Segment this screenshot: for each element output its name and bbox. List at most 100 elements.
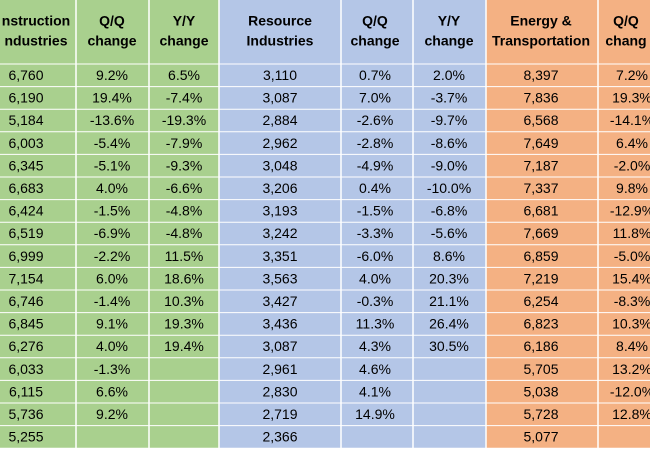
cell-value: 4.6% bbox=[359, 361, 391, 377]
cell-value: 2,719 bbox=[262, 406, 297, 422]
cell-value: 6.0% bbox=[96, 270, 128, 286]
cell-value: 7,154 bbox=[8, 270, 43, 286]
cell-value: -9.3% bbox=[166, 157, 203, 173]
cell-value: 0.7% bbox=[359, 67, 391, 83]
column-header: Industries bbox=[247, 33, 314, 49]
cell-value: 11.8% bbox=[613, 225, 650, 241]
cell-value: -0.3% bbox=[357, 293, 394, 309]
cell-value: 4.0% bbox=[96, 338, 128, 354]
column-fill bbox=[219, 0, 341, 449]
cell-value: 21.1% bbox=[429, 293, 469, 309]
cell-value: 3,110 bbox=[263, 67, 297, 83]
cell-value: 6,254 bbox=[523, 293, 558, 309]
cell-value: 19.4% bbox=[92, 90, 132, 106]
column-header: Q/Q bbox=[362, 13, 388, 29]
cell-value: -2.8% bbox=[357, 135, 394, 151]
cell-value: -9.7% bbox=[431, 112, 468, 128]
cell-value: 7,669 bbox=[523, 225, 558, 241]
cell-value: 5,255 bbox=[8, 429, 43, 445]
cell-value: 6.4% bbox=[616, 135, 648, 151]
column-fill bbox=[0, 0, 76, 449]
cell-value: 19.3% bbox=[612, 90, 650, 106]
column-fill bbox=[341, 0, 413, 449]
cell-value: 3,242 bbox=[262, 225, 297, 241]
cell-value: 3,563 bbox=[262, 270, 297, 286]
cell-value: 3,048 bbox=[262, 157, 297, 173]
cell-value: 6,683 bbox=[8, 180, 43, 196]
cell-value: -1.5% bbox=[357, 203, 394, 219]
cell-value: 7.2% bbox=[616, 67, 648, 83]
cell-value: 6.6% bbox=[96, 383, 128, 399]
cell-value: 2.0% bbox=[433, 67, 465, 83]
column-header: Energy & bbox=[510, 13, 571, 29]
cell-value: 2,961 bbox=[262, 361, 297, 377]
cell-value: 9.2% bbox=[96, 67, 128, 83]
cell-value: 7.0% bbox=[359, 90, 391, 106]
cell-value: 19.3% bbox=[164, 316, 204, 332]
column-header: Resource bbox=[248, 13, 312, 29]
cell-value: 6,999 bbox=[8, 248, 43, 264]
cell-value: 9.1% bbox=[96, 316, 128, 332]
cell-value: 4.0% bbox=[359, 270, 391, 286]
cell-value: 8,397 bbox=[523, 67, 558, 83]
cell-value: 2,962 bbox=[262, 135, 297, 151]
cell-value: 18.6% bbox=[164, 270, 204, 286]
cell-value: 9.8% bbox=[616, 180, 648, 196]
cell-value: 3,427 bbox=[262, 293, 297, 309]
cell-value: -1.3% bbox=[94, 361, 131, 377]
column-header: change bbox=[87, 33, 136, 49]
column-header: change bbox=[424, 33, 473, 49]
cell-value: -5.1% bbox=[94, 157, 131, 173]
cell-value: 4.3% bbox=[359, 338, 391, 354]
cell-value: -6.0% bbox=[357, 248, 394, 264]
cell-value: 5,736 bbox=[8, 406, 43, 422]
cell-value: -1.5% bbox=[94, 203, 131, 219]
cell-value: -4.8% bbox=[166, 225, 203, 241]
cell-value: -5.4% bbox=[94, 135, 131, 151]
column-header: nstruction bbox=[2, 13, 70, 29]
column-fill bbox=[598, 0, 650, 449]
cell-value: 2,366 bbox=[262, 429, 297, 445]
cell-value: 8.4% bbox=[616, 338, 648, 354]
column-fill bbox=[486, 0, 598, 449]
cell-value: -5.0% bbox=[614, 248, 650, 264]
cell-value: -6.6% bbox=[166, 180, 203, 196]
cell-value: 5,728 bbox=[523, 406, 558, 422]
cell-value: 6,003 bbox=[8, 135, 43, 151]
cell-value: 12.8% bbox=[612, 406, 650, 422]
cell-value: 6,568 bbox=[523, 112, 558, 128]
cell-value: -12.9% bbox=[610, 203, 650, 219]
cell-value: 6,276 bbox=[8, 338, 43, 354]
column-header: Y/Y bbox=[438, 13, 461, 29]
cell-value: 4.0% bbox=[96, 180, 128, 196]
cell-value: 9.2% bbox=[96, 406, 128, 422]
cell-value: 15.4% bbox=[612, 270, 650, 286]
column-header: ndustries bbox=[4, 33, 67, 49]
column-header: Q/Q bbox=[99, 13, 125, 29]
cell-value: -6.8% bbox=[431, 203, 468, 219]
cell-value: -9.0% bbox=[431, 157, 468, 173]
cell-value: 6,345 bbox=[8, 157, 43, 173]
cell-value: -5.6% bbox=[431, 225, 468, 241]
cell-value: -8.3% bbox=[614, 293, 650, 309]
cell-value: 30.5% bbox=[429, 338, 469, 354]
cell-value: 6,746 bbox=[8, 293, 43, 309]
cell-value: -1.4% bbox=[94, 293, 131, 309]
cell-value: 6,760 bbox=[8, 67, 43, 83]
cell-value: 3,206 bbox=[262, 180, 297, 196]
cell-value: 6,859 bbox=[523, 248, 558, 264]
cell-value: 4.1% bbox=[359, 383, 391, 399]
cell-value: 6,424 bbox=[8, 203, 43, 219]
cell-value: 13.2% bbox=[612, 361, 650, 377]
cell-value: 6,823 bbox=[523, 316, 558, 332]
cell-value: -7.4% bbox=[166, 90, 203, 106]
cell-value: 2,884 bbox=[262, 112, 297, 128]
cell-value: 10.3% bbox=[164, 293, 204, 309]
cell-value: 7,649 bbox=[523, 135, 558, 151]
cell-value: 7,187 bbox=[523, 157, 558, 173]
column-header: Q/Q bbox=[613, 13, 639, 29]
cell-value: 3,087 bbox=[262, 338, 297, 354]
cell-value: -8.6% bbox=[431, 135, 468, 151]
column-header: change bbox=[350, 33, 399, 49]
